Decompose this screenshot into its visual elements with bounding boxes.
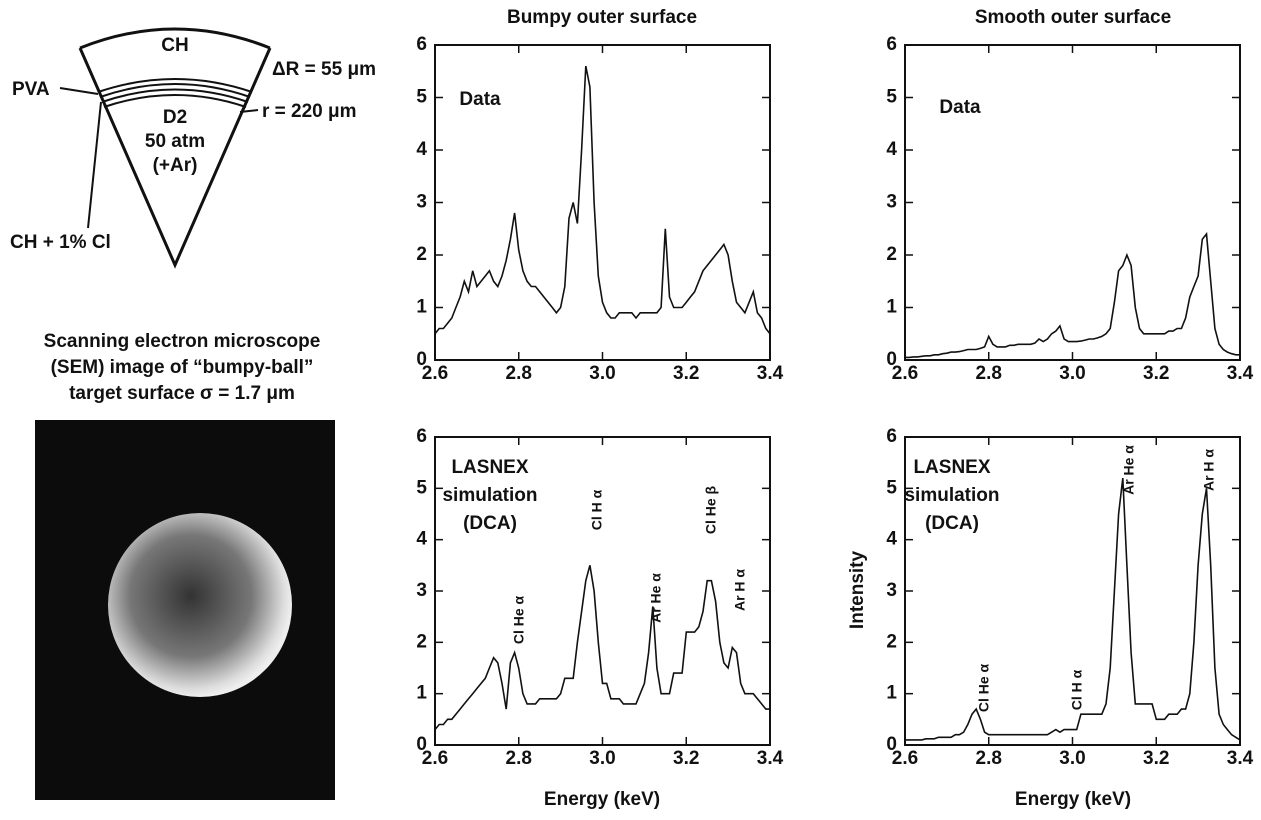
y-tick-label: 4: [886, 139, 897, 160]
x-tick-label: 3.0: [589, 748, 615, 769]
peak-label: Ar He α: [648, 573, 664, 623]
x-tick-label: 3.4: [1227, 363, 1254, 384]
x-tick-label: 2.8: [976, 748, 1002, 769]
sem-ball: [108, 513, 292, 697]
y-tick-label: 6: [886, 34, 897, 55]
y-axis-label: Intensity: [847, 551, 868, 630]
y-tick-label: 0: [416, 349, 427, 370]
peak-label: Cl He α: [511, 595, 527, 644]
r-leader: [239, 109, 259, 113]
y-tick-label: 2: [886, 244, 897, 265]
layer-arc: [101, 88, 249, 103]
caption: Scanning electron microscope: [44, 331, 321, 352]
panel-label: LASNEX: [451, 457, 528, 478]
chart-title: Smooth outer surface: [975, 7, 1171, 28]
y-tick-label: 0: [416, 734, 427, 755]
panel-label: (DCA): [463, 513, 517, 534]
y-tick-label: 2: [416, 244, 427, 265]
x-tick-label: 2.6: [892, 363, 918, 384]
x-tick-label: 3.4: [757, 748, 784, 769]
panel-label: simulation: [904, 485, 999, 506]
y-tick-label: 5: [416, 87, 427, 108]
y-tick-label: 5: [886, 477, 897, 498]
peak-label: Cl He α: [976, 663, 992, 712]
x-tick-label: 3.0: [1059, 363, 1085, 384]
y-tick-label: 5: [886, 87, 897, 108]
y-tick-label: 0: [886, 734, 897, 755]
y-tick-label: 3: [416, 580, 427, 601]
y-tick-label: 3: [416, 192, 427, 213]
panel-label: simulation: [442, 485, 537, 506]
y-tick-label: 1: [886, 683, 897, 704]
x-tick-label: 3.2: [1143, 748, 1169, 769]
label: PVA: [12, 79, 50, 100]
spectrum-line: [434, 565, 770, 731]
label: CH + 1% Cl: [10, 232, 111, 253]
x-tick-label: 3.0: [1059, 748, 1085, 769]
label: ΔR = 55 μm: [272, 59, 376, 80]
x-tick-label: 2.6: [892, 748, 918, 769]
plot-frame: [904, 44, 1241, 361]
layer-arc: [103, 94, 247, 108]
y-tick-label: 6: [416, 426, 427, 447]
pva-arrow: [59, 87, 99, 95]
caption: (SEM) image of “bumpy-ball”: [51, 357, 314, 378]
x-tick-label: 3.2: [1143, 363, 1169, 384]
y-tick-label: 1: [886, 297, 897, 318]
x-tick-label: 2.6: [422, 748, 448, 769]
y-tick-label: 6: [416, 34, 427, 55]
x-tick-label: 3.4: [1227, 748, 1254, 769]
caption: target surface σ = 1.7 μm: [69, 383, 295, 404]
layer-arc: [99, 83, 251, 98]
outer-arc: [79, 27, 271, 50]
spectrum-line: [905, 231, 1240, 359]
label: D2: [163, 107, 187, 128]
x-tick-label: 3.2: [673, 363, 699, 384]
peak-label: Cl H α: [589, 489, 605, 530]
panel-label: Data: [459, 89, 501, 110]
peak-label: Cl He β: [703, 485, 719, 534]
y-tick-label: 2: [416, 631, 427, 652]
y-tick-label: 2: [886, 631, 897, 652]
spectrum-line: [434, 65, 771, 335]
label: 50 atm: [145, 131, 205, 152]
x-tick-label: 2.6: [422, 363, 448, 384]
y-tick-label: 4: [416, 529, 427, 550]
x-tick-label: 3.4: [757, 363, 784, 384]
y-tick-label: 0: [886, 349, 897, 370]
x-tick-label: 2.8: [506, 363, 532, 384]
peak-label: Cl H α: [1069, 669, 1085, 710]
label: r = 220 μm: [262, 101, 357, 122]
peak-label: Ar H α: [732, 569, 748, 611]
x-axis-label: Energy (keV): [1015, 789, 1131, 810]
peak-label: Ar H α: [1201, 449, 1217, 491]
y-tick-label: 4: [416, 139, 427, 160]
layer-arc: [97, 78, 253, 93]
y-tick-label: 3: [886, 580, 897, 601]
label: (+Ar): [153, 155, 198, 176]
x-tick-label: 3.2: [673, 748, 699, 769]
y-tick-label: 3: [886, 192, 897, 213]
plot-frame: [434, 436, 771, 746]
cl-arrow: [87, 101, 102, 229]
label: CH: [161, 35, 188, 56]
chart-title: Bumpy outer surface: [507, 7, 697, 28]
x-tick-label: 3.0: [589, 363, 615, 384]
panel-label: LASNEX: [913, 457, 990, 478]
y-tick-label: 5: [416, 477, 427, 498]
target-diagram: [59, 27, 272, 269]
spectrum-line: [905, 478, 1241, 741]
wedge-sides: [78, 47, 272, 269]
y-tick-label: 4: [886, 529, 897, 550]
panel-label: (DCA): [925, 513, 979, 534]
x-tick-label: 2.8: [976, 363, 1002, 384]
peak-label: Ar He α: [1121, 445, 1137, 495]
y-tick-label: 6: [886, 426, 897, 447]
y-tick-label: 1: [416, 683, 427, 704]
x-tick-label: 2.8: [506, 748, 532, 769]
panel-label: Data: [939, 97, 981, 118]
x-axis-label: Energy (keV): [544, 789, 660, 810]
y-tick-label: 1: [416, 297, 427, 318]
